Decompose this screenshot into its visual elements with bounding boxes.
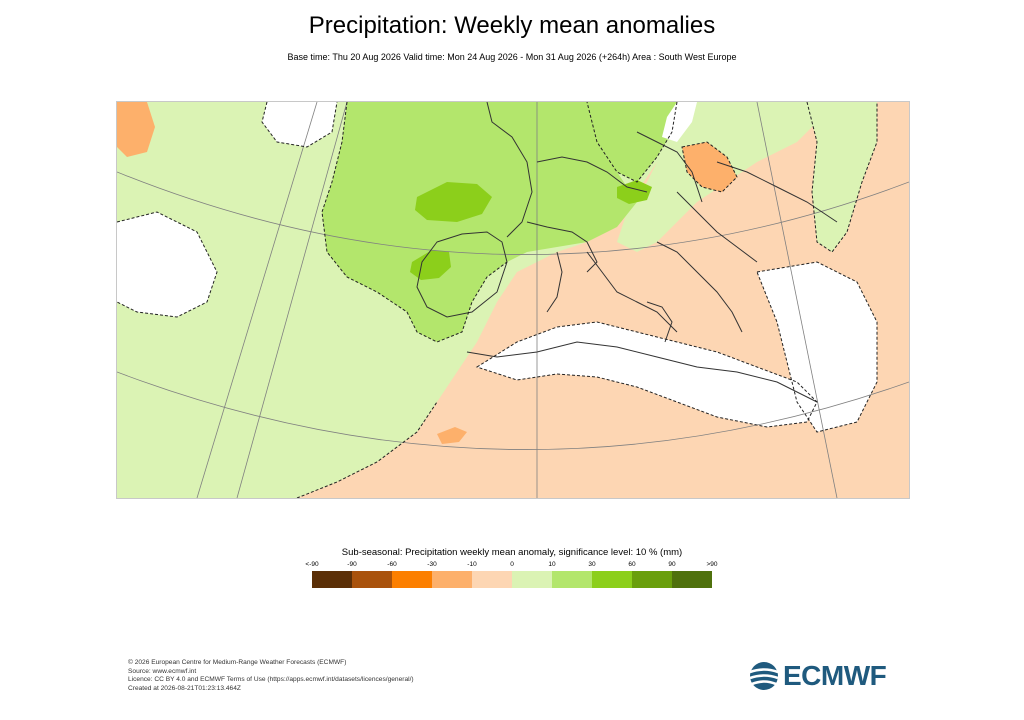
- legend-swatch: [432, 571, 472, 588]
- significance-contours: [117, 102, 878, 498]
- map-canvas: [117, 102, 909, 498]
- legend-tick: 0: [510, 561, 514, 568]
- legend-tick: 10: [548, 561, 556, 568]
- legend-swatch: [512, 571, 552, 588]
- page-title: Precipitation: Weekly mean anomalies: [308, 12, 716, 39]
- legend-colorbar: [312, 571, 712, 588]
- graticule: [117, 102, 909, 498]
- ecmwf-logo[interactable]: ECMWF: [748, 660, 898, 692]
- east-wet-area: [807, 102, 877, 252]
- ecmwf-logo-icon: [749, 662, 779, 690]
- legend-tick: 30: [588, 561, 596, 568]
- strong-wet-spot-france: [415, 182, 492, 222]
- legend-tick: -10: [467, 561, 477, 568]
- coastlines: [416, 102, 838, 403]
- dry-area-sahara-spot: [437, 427, 467, 444]
- legend-ticks: <-90 -90 -60 -30 -10 0 10 30 60 90 >90: [305, 561, 717, 571]
- legend-title: Sub-seasonal: Precipitation weekly mean …: [341, 547, 683, 558]
- legend-tick: -30: [427, 561, 437, 568]
- legend-swatch: [352, 571, 392, 588]
- legend-swatch: [672, 571, 712, 588]
- footer-copyright: © 2026 European Centre for Medium-Range …: [128, 659, 347, 666]
- legend-tick: <-90: [305, 561, 319, 568]
- legend-swatch: [392, 571, 432, 588]
- legend-tick: 90: [668, 561, 676, 568]
- legend-tick: >90: [706, 561, 718, 568]
- legend-swatch: [472, 571, 512, 588]
- legend-swatch: [312, 571, 352, 588]
- anomaly-map[interactable]: [116, 101, 910, 499]
- insignificant-area-east-med: [757, 262, 877, 432]
- footer-created: Created at 2026-08-21T01:23:13.464Z: [128, 684, 241, 692]
- footer-source: Source: www.ecmwf.int: [128, 667, 197, 675]
- ecmwf-logo-text: ECMWF: [783, 660, 887, 691]
- france-wet-area: [322, 102, 637, 342]
- insignificant-area-north: [662, 102, 697, 142]
- insignificant-area-mediterranean: [477, 322, 817, 427]
- insignificant-area-west: [262, 102, 337, 147]
- legend-tick: -90: [347, 561, 357, 568]
- north-wet-area: [587, 102, 677, 182]
- legend-swatch: [632, 571, 672, 588]
- legend-tick: -60: [387, 561, 397, 568]
- legend-swatch: [592, 571, 632, 588]
- legend-tick: 60: [628, 561, 636, 568]
- page-subtitle: Base time: Thu 20 Aug 2026 Valid time: M…: [287, 52, 737, 62]
- footer-licence: Licence: CC BY 4.0 and ECMWF Terms of Us…: [128, 676, 414, 684]
- dry-area-atlantic-west: [117, 102, 155, 157]
- insignificant-area-biscay: [117, 212, 217, 317]
- footer-credits: © 2026 European Centre for Medium-Range …: [128, 659, 414, 693]
- legend-swatch: [552, 571, 592, 588]
